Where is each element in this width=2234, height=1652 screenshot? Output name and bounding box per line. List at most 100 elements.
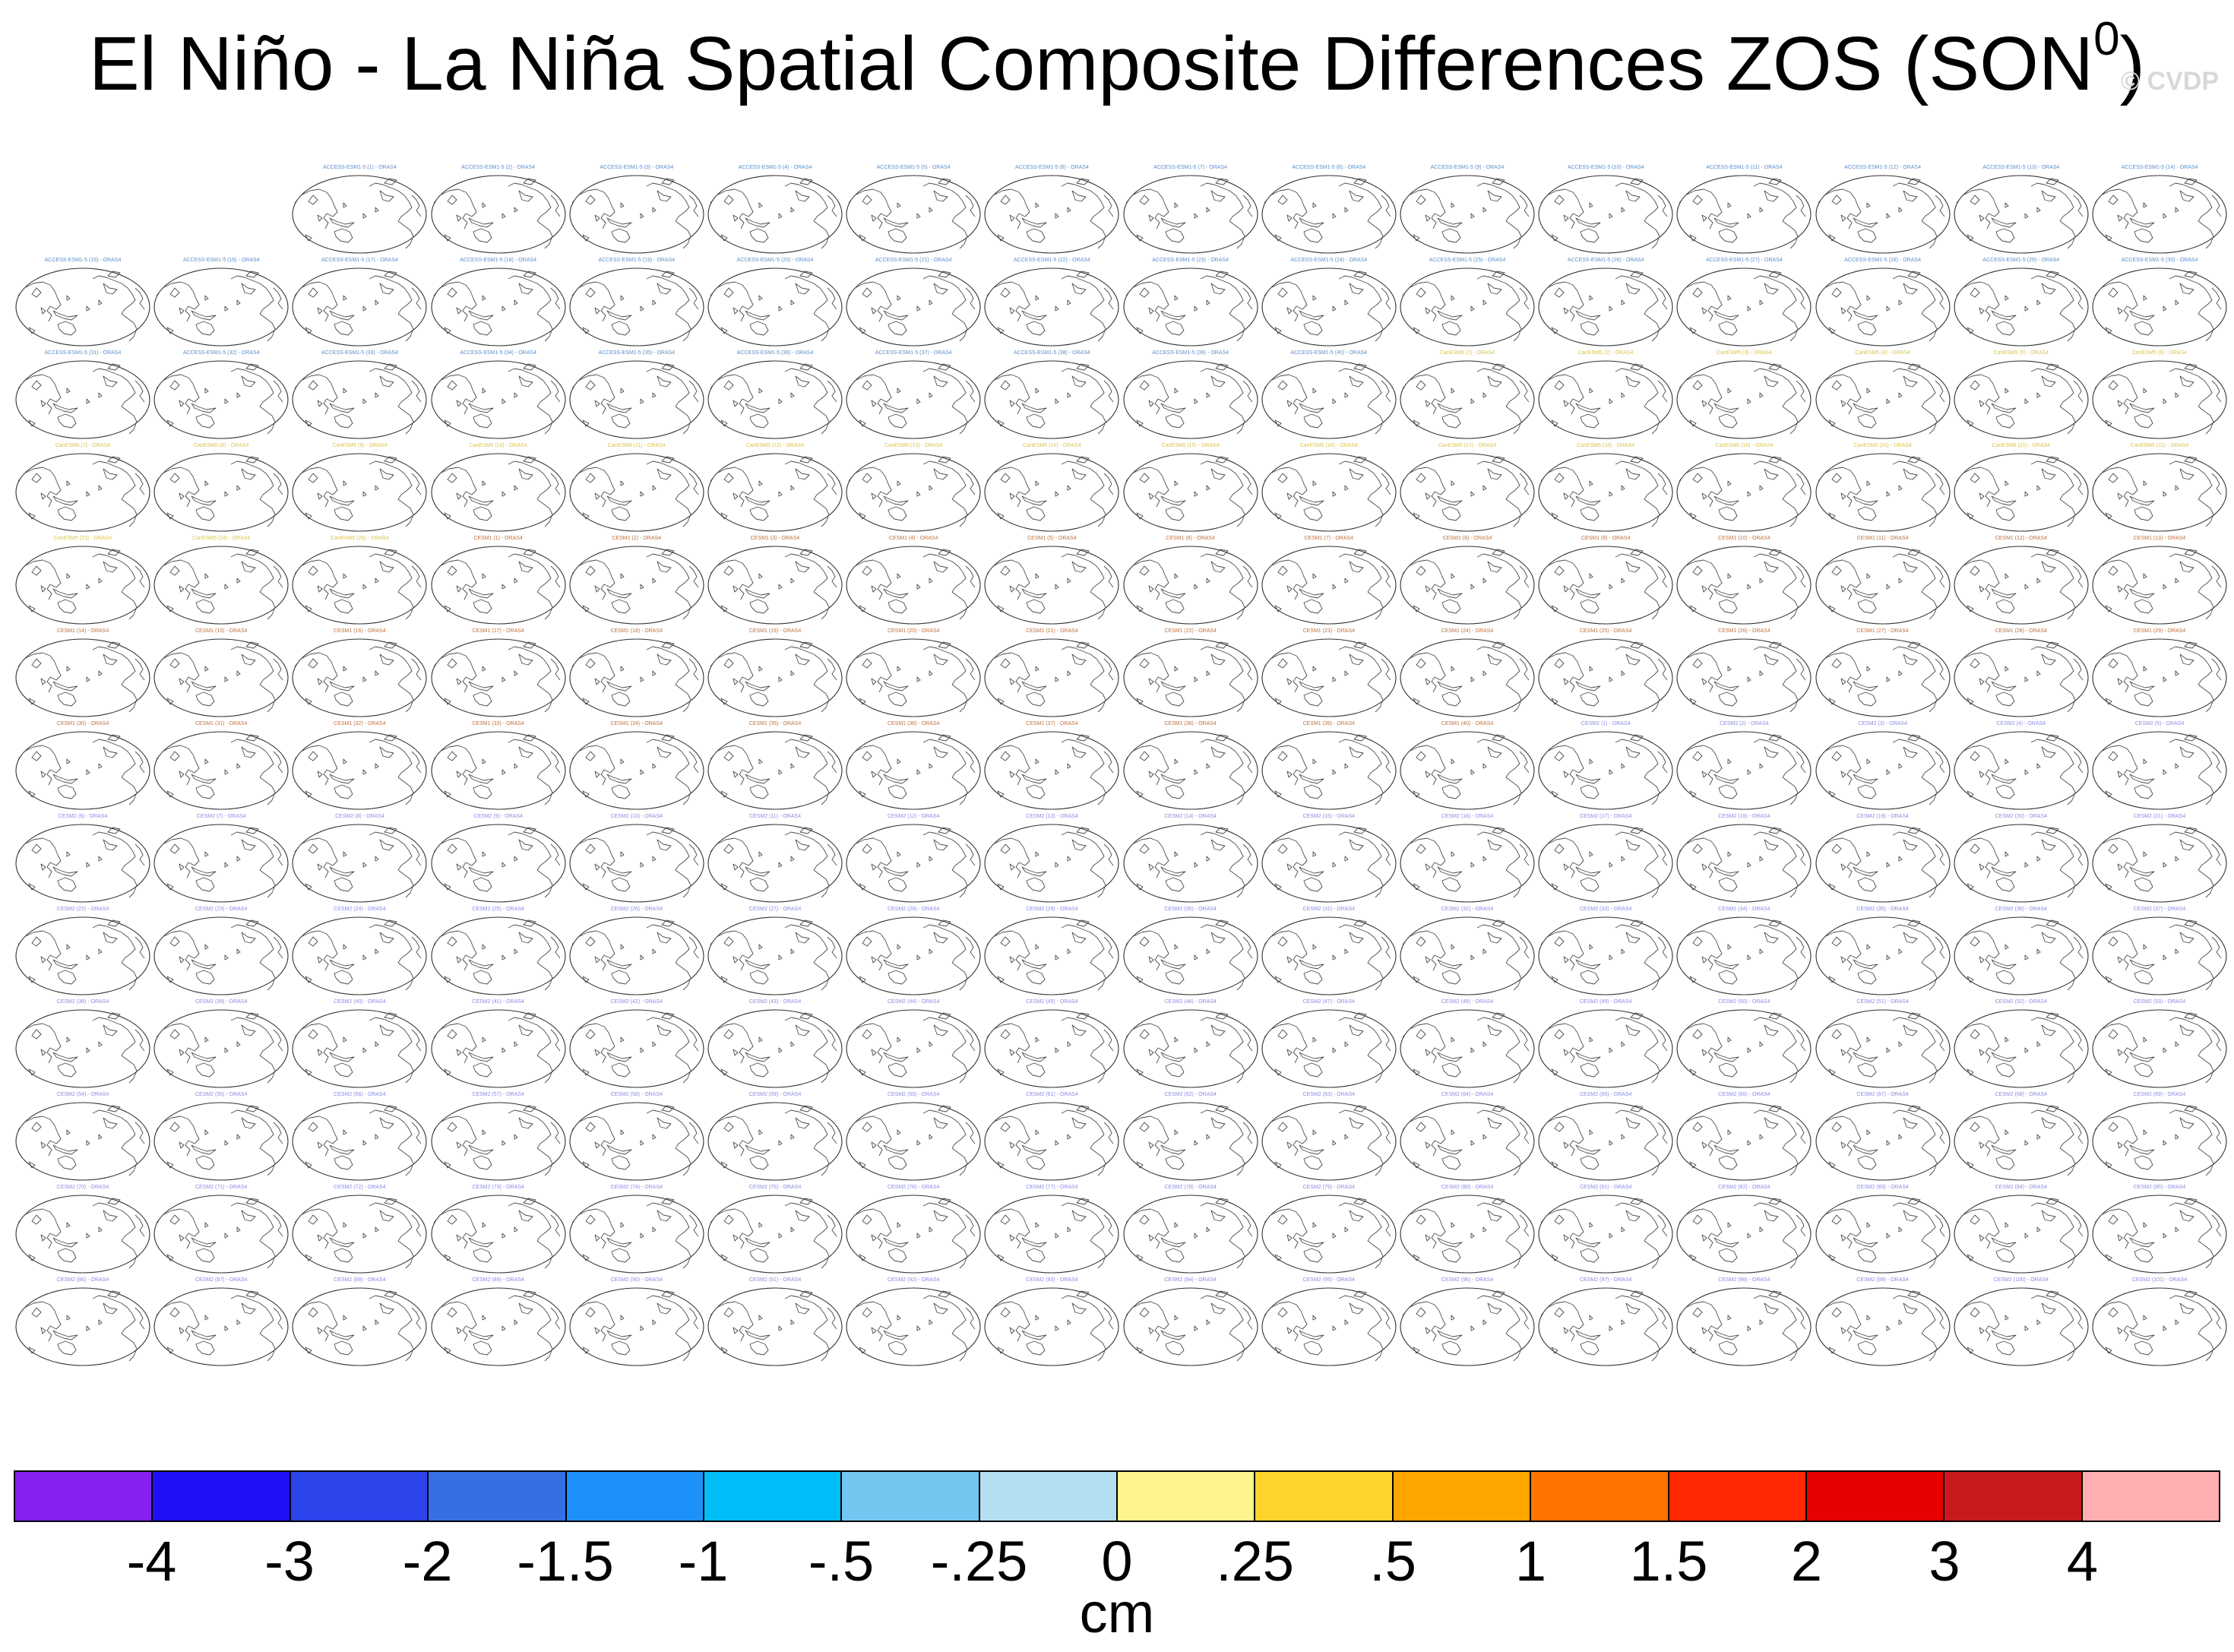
world-map (1815, 1287, 1951, 1366)
map-panel: CESM2 (36) - ORAS4 (1952, 905, 2090, 998)
map-panel-label: CanESM5 (11) - ORAS4 (607, 443, 666, 448)
map-panel-label: CESM2 (16) - ORAS4 (1441, 814, 1494, 819)
map-panel-label: CESM2 (64) - ORAS4 (1441, 1092, 1494, 1097)
map-panel-label: CanESM5 (25) - ORAS4 (331, 536, 389, 541)
world-map (1261, 638, 1397, 717)
map-panel: CESM2 (47) - ORAS4 (1260, 998, 1398, 1090)
world-map (1400, 267, 1535, 347)
colorbar-tick-label: -1 (678, 1530, 729, 1593)
world-map (984, 638, 1119, 717)
world-map (15, 916, 150, 995)
world-map (1400, 916, 1535, 995)
map-panel: CESM2 (61) - ORAS4 (983, 1090, 1121, 1183)
map-panel: CESM2 (48) - ORAS4 (1398, 998, 1536, 1090)
map-panel: CESM2 (65) - ORAS4 (1536, 1090, 1675, 1183)
world-map (153, 824, 289, 903)
map-panel: CESM1 (26) - ORAS4 (1675, 627, 1813, 720)
map-panel-label: CESM2 (23) - ORAS4 (195, 907, 248, 912)
map-panel-label: CESM1 (5) - ORAS4 (1027, 536, 1077, 541)
map-panel: CESM1 (29) - ORAS4 (2090, 627, 2229, 720)
map-panel: CESM2 (91) - ORAS4 (706, 1276, 844, 1369)
map-panel-label: CESM1 (11) - ORAS4 (1856, 536, 1909, 541)
world-map (431, 1102, 566, 1181)
map-panel: CESM2 (57) - ORAS4 (429, 1090, 568, 1183)
world-map (1815, 1102, 1951, 1181)
map-panel: CESM2 (39) - ORAS4 (152, 998, 290, 1090)
world-map (153, 1009, 289, 1088)
map-panel-label: CanESM5 (15) - ORAS4 (1161, 443, 1220, 448)
world-map (431, 731, 566, 810)
colorbar-box (1393, 1472, 1532, 1521)
map-panel: CESM2 (2) - ORAS4 (1675, 720, 1813, 812)
map-panel-label: CESM2 (45) - ORAS4 (1026, 999, 1078, 1005)
colorbar-tick-label: -3 (264, 1530, 315, 1593)
map-panel: CESM2 (8) - ORAS4 (290, 812, 429, 905)
map-panel-label: CESM2 (6) - ORAS4 (58, 814, 108, 819)
map-panel-label: CESM2 (62) - ORAS4 (1164, 1092, 1217, 1097)
map-panel-label: CESM2 (3) - ORAS4 (1858, 721, 1907, 726)
map-panel: ACCESS-ESM1-5 (22) - ORAS4 (983, 256, 1121, 349)
map-panel-label: CESM2 (93) - ORAS4 (1026, 1277, 1078, 1283)
world-map (1954, 360, 2089, 439)
map-panel: CESM2 (89) - ORAS4 (429, 1276, 568, 1369)
map-panel: CESM1 (16) - ORAS4 (290, 627, 429, 720)
map-panel: CESM2 (32) - ORAS4 (1398, 905, 1536, 998)
map-panel: ACCESS-ESM1-5 (8) - ORAS4 (1260, 163, 1398, 256)
map-panel: ACCESS-ESM1-5 (16) - ORAS4 (152, 256, 290, 349)
world-map (431, 453, 566, 532)
map-panel: CESM1 (20) - ORAS4 (844, 627, 983, 720)
world-map (569, 731, 704, 810)
map-panel-label: ACCESS-ESM1-5 (36) - ORAS4 (736, 350, 814, 356)
map-panel: CESM2 (77) - ORAS4 (983, 1183, 1121, 1276)
world-map (1815, 453, 1951, 532)
world-map (707, 360, 843, 439)
map-panel: CESM2 (31) - ORAS4 (1260, 905, 1398, 998)
map-panel: ACCESS-ESM1-5 (4) - ORAS4 (706, 163, 844, 256)
world-map (1261, 1102, 1397, 1181)
map-panel: ACCESS-ESM1-5 (15) - ORAS4 (14, 256, 152, 349)
map-panel: CESM2 (7) - ORAS4 (152, 812, 290, 905)
world-map (1261, 546, 1397, 625)
map-panel-label: CESM2 (7) - ORAS4 (196, 814, 246, 819)
world-map (707, 1102, 843, 1181)
map-panel-label: ACCESS-ESM1-5 (23) - ORAS4 (1152, 258, 1229, 263)
world-map (2092, 1102, 2227, 1181)
map-panel: CESM2 (35) - ORAS4 (1814, 905, 1952, 998)
world-map (292, 1195, 427, 1274)
map-panel-label: CESM1 (2) - ORAS4 (612, 536, 662, 541)
world-map (707, 1009, 843, 1088)
map-panel-label: CESM2 (68) - ORAS4 (1995, 1092, 2048, 1097)
colorbar-tick-label: -.5 (808, 1530, 875, 1593)
map-panel-label: CESM2 (51) - ORAS4 (1856, 999, 1909, 1005)
world-map (984, 731, 1119, 810)
world-map (1815, 638, 1951, 717)
map-panel: CanESM5 (16) - ORAS4 (1260, 441, 1398, 534)
world-map (1261, 1195, 1397, 1274)
map-panel: CESM2 (97) - ORAS4 (1536, 1276, 1675, 1369)
map-panel-label: CESM2 (58) - ORAS4 (610, 1092, 663, 1097)
map-panel: CESM2 (86) - ORAS4 (14, 1276, 152, 1369)
map-panel-label: CESM1 (31) - ORAS4 (195, 721, 248, 726)
map-panel-label: ACCESS-ESM1-5 (35) - ORAS4 (598, 350, 676, 356)
map-panel: CESM1 (34) - ORAS4 (568, 720, 706, 812)
world-map (292, 360, 427, 439)
map-panel: ACCESS-ESM1-5 (9) - ORAS4 (1398, 163, 1536, 256)
map-panel-label: CESM2 (38) - ORAS4 (56, 999, 109, 1005)
map-panel-label: ACCESS-ESM1-5 (15) - ORAS4 (44, 258, 122, 263)
map-panel-label: CESM2 (75) - ORAS4 (748, 1185, 802, 1190)
world-map (2092, 546, 2227, 625)
map-panel: CESM2 (43) - ORAS4 (706, 998, 844, 1090)
world-map (569, 267, 704, 347)
map-panel: CESM2 (72) - ORAS4 (290, 1183, 429, 1276)
map-panel-label: ACCESS-ESM1-5 (37) - ORAS4 (875, 350, 952, 356)
world-map (1676, 1102, 1812, 1181)
map-panel: CanESM5 (19) - ORAS4 (1675, 441, 1813, 534)
colorbar-box (153, 1472, 291, 1521)
map-panel-label: ACCESS-ESM1-5 (14) - ORAS4 (2121, 165, 2198, 170)
map-panel: CESM1 (30) - ORAS4 (14, 720, 152, 812)
world-map (15, 731, 150, 810)
world-map (153, 453, 289, 532)
map-panel-label: CESM2 (94) - ORAS4 (1164, 1277, 1217, 1283)
map-panel: CESM2 (3) - ORAS4 (1814, 720, 1952, 812)
map-panel: CESM2 (56) - ORAS4 (290, 1090, 429, 1183)
